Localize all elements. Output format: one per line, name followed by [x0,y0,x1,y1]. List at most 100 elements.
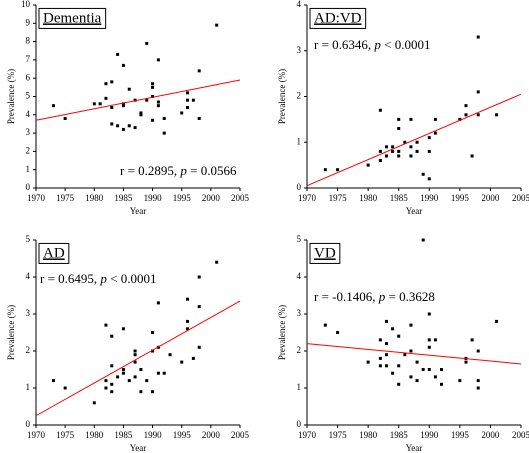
y-tick-label: 3 [297,45,302,55]
x-tick-label: 2000 [202,193,221,203]
point [104,82,108,86]
point [421,368,425,371]
point [121,127,125,131]
point [162,131,166,135]
x-tick-label: 2000 [202,430,221,440]
y-tick-label: 2 [26,145,31,155]
y-tick-label: 7 [26,54,31,64]
title-box [38,242,70,264]
point [180,360,184,364]
x-tick-label: 1970 [298,193,317,203]
y-tick-label: 9 [26,17,31,27]
x-axis-label: Year [406,206,423,216]
point [104,96,108,100]
point [378,338,382,342]
point [127,87,131,91]
point [110,390,114,394]
annotation-part: r = 0.6495, [40,271,100,286]
point [63,386,67,390]
point [133,375,137,379]
y-axis-label: Prevalence (%) [277,305,287,360]
point [151,95,155,98]
point [104,323,108,327]
point [476,349,480,353]
point [384,319,388,323]
point [433,338,437,342]
point [323,168,327,172]
point [139,390,143,394]
point [433,117,437,121]
y-tick-label: 0 [26,182,31,192]
x-tick-label: 1980 [359,430,378,440]
point [476,90,480,94]
point [215,260,219,264]
point [151,85,155,89]
point [409,349,413,353]
annotation-part: r = -0.1406, [314,289,379,304]
point [421,172,425,176]
point [197,275,201,279]
point [156,371,160,375]
point [156,301,160,305]
point [133,98,137,102]
x-tick-label: 2005 [231,193,250,203]
point [415,360,419,364]
y-tick-label: 4 [26,109,31,119]
y-tick-label: 0 [26,419,31,429]
y-tick-label: 5 [26,91,31,101]
point [397,364,401,368]
point [366,163,370,167]
point [427,368,431,371]
y-tick-label: 2 [297,345,302,355]
point [186,319,190,323]
point [139,113,143,117]
x-tick-label: 1995 [451,430,470,440]
annotation: r = 0.6495, p < 0.0001 [40,271,157,286]
point [409,145,413,149]
x-tick-label: 1970 [298,430,317,440]
point [384,342,388,346]
annotation-part: < 0.0001 [107,271,157,286]
y-tick-label: 10 [21,0,31,9]
point [378,108,382,112]
point [433,375,437,379]
y-tick-label: 3 [26,308,31,318]
point [151,331,155,334]
regression-line [35,79,241,121]
annotation-part: r = 0.6346, [314,37,374,52]
point [151,118,155,122]
point [110,122,114,126]
point [421,238,425,242]
point [162,116,166,120]
x-tick-label: 1985 [114,430,133,440]
annotation: r = -0.1406, p = 0.3628 [314,289,435,304]
point [378,364,382,368]
title-box [38,7,107,29]
annotation-part: = 0.0566 [187,163,237,178]
y-axis-label: Prevalence (%) [6,305,16,360]
x-tick-label: 1985 [390,430,409,440]
panel-title: AD [43,245,65,261]
x-axis-label: Year [130,443,147,453]
point [433,131,437,135]
point [397,117,401,121]
point [110,334,114,338]
point [110,364,114,368]
point [415,379,419,383]
point [397,154,401,158]
y-tick-label: 5 [26,234,31,244]
x-axis-label: Year [130,206,147,216]
point [121,102,125,106]
point [391,371,395,375]
point [215,23,219,27]
x-tick-label: 2000 [481,193,500,203]
point [403,353,407,357]
point [156,100,160,104]
point [127,379,131,383]
point [197,116,201,120]
point [110,105,114,109]
point [116,375,120,379]
point [121,327,125,331]
